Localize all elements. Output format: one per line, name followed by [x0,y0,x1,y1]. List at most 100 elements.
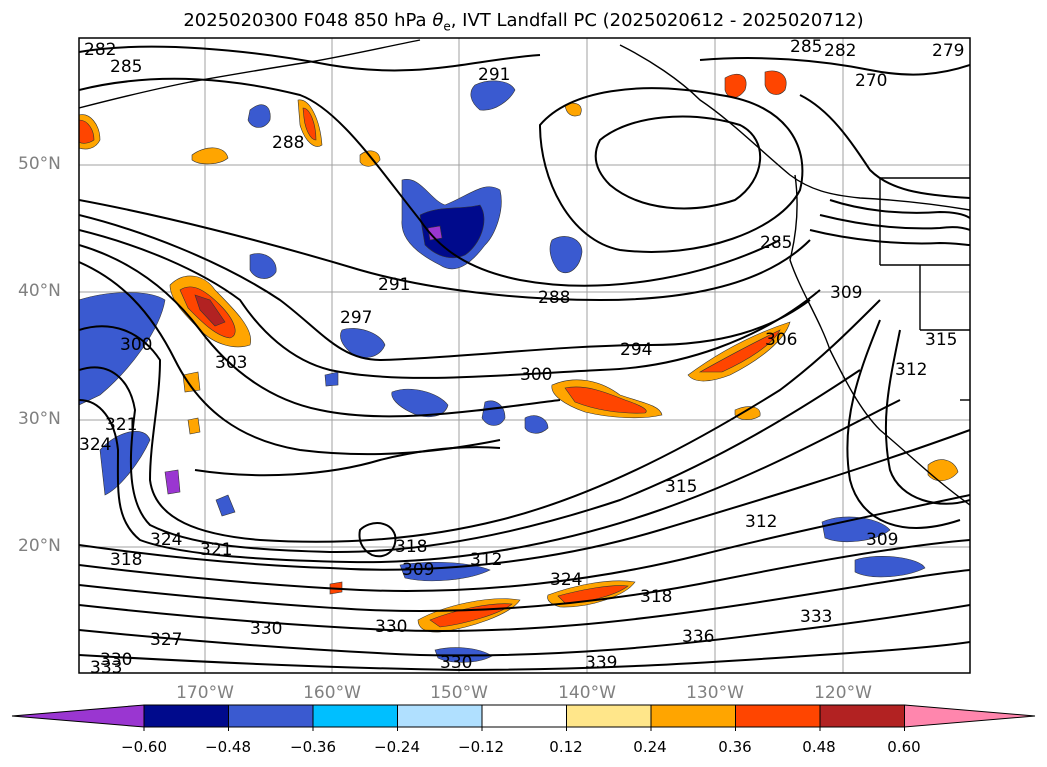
contour-label: 324 [550,570,582,590]
colorbar-tick-label: −0.12 [458,738,504,756]
pos-blob-n5 [764,70,787,95]
neg-blob-small2 [324,371,339,387]
contour-label: 324 [150,530,182,550]
lat-label-20n: 20°N [18,536,61,556]
colorbar-segment [735,704,821,728]
pos-blob-ar-west-peak [194,294,226,327]
contour-label: 330 [100,650,132,670]
colorbar-tick-label: −0.36 [290,738,336,756]
contour-label: 288 [538,288,570,308]
contour-label: 324 [79,435,111,455]
lat-label-40n: 40°N [18,281,61,301]
lat-label-50n: 50°N [18,154,61,174]
neg-blob-w2 [79,292,166,406]
colorbar-tick-label: 0.60 [887,738,921,756]
contour-label: 282 [84,40,116,60]
colorbar-segment [228,704,314,728]
contour-label: 270 [855,71,887,91]
contour-label: 321 [105,415,137,435]
neg-blob-se2 [854,555,926,578]
pos-blob-n6 [564,102,582,117]
neg-blob-east [549,236,583,274]
contour-label: 336 [682,627,714,647]
colorbar-tick-label: −0.60 [121,738,167,756]
colorbar-tick-label: −0.48 [205,738,251,756]
lon-label-150w: 150°W [430,683,488,703]
lon-label-170w: 170°W [176,683,234,703]
pos-blob-ar-east-core [698,329,781,373]
neg-blob-small1 [215,494,236,517]
colorbar-segment [481,704,567,728]
contour-label: 327 [150,630,182,650]
colorbar-segment [566,704,652,728]
colorbar-segment [650,704,736,728]
contour-label: 318 [640,587,672,607]
neg-blob-mid3 [481,400,506,426]
lat-label-30n: 30°N [18,409,61,429]
theta-e-contours [79,45,970,672]
neg-blob-w4 [164,469,181,495]
contour-label: 303 [215,353,247,373]
pos-blob-n2 [191,147,229,165]
pos-blob-ar-mid-core [564,386,647,414]
colorbar-tick-label: −0.24 [374,738,420,756]
contour-label: 309 [402,560,434,580]
map-frame [78,37,971,674]
neg-blob-n2 [247,104,271,128]
contour-label: 309 [866,530,898,550]
contour-label: 282 [824,41,856,61]
pos-blob-small2 [187,417,201,435]
negative-shading [79,80,926,663]
contour-label: 312 [745,512,777,532]
colorbar-extend-right [904,704,1036,728]
contour-label: 330 [250,619,282,639]
colorbar-extend-left [11,704,145,728]
contour-label: 312 [895,360,927,380]
contour-label: 285 [790,37,822,57]
chart-title: 2025020300 F048 850 hPa θe, IVT Landfall… [183,10,864,34]
neg-blob-mid2 [391,389,449,418]
colorbar-tick-label: 0.12 [549,738,583,756]
pos-blob-nw-core [79,119,95,144]
lon-label-160w: 160°W [303,683,361,703]
contour-label: 291 [378,275,410,295]
contour-label: 318 [395,537,427,557]
contour-label: 315 [925,330,957,350]
neg-blob-north [470,80,516,111]
contour-label: 330 [440,653,472,673]
pos-blob-n4 [724,74,747,98]
neg-blob-gulf-core [419,204,485,259]
contour-label: 330 [375,617,407,637]
neg-blob-gulf-peak [427,225,443,241]
pos-blob-e2 [734,406,761,420]
colorbar-segment [312,704,398,728]
lon-label-120w: 120°W [814,683,872,703]
lon-label-130w: 130°W [686,683,744,703]
contour-label: 294 [620,340,652,360]
neg-blob-mid4 [524,415,549,434]
theta-symbol: θ [432,10,444,31]
gridlines [79,38,970,673]
contour-label: 306 [765,330,797,350]
neg-blob-mid1 [340,328,386,358]
contour-label: 309 [830,283,862,303]
colorbar-segment [143,704,229,728]
colorbar-segment [819,704,905,728]
pos-blob-e1 [927,459,959,481]
contour-label: 300 [120,335,152,355]
contour-labels: 282 285 288 291 285 282 279 270 288 285 … [79,37,964,678]
contour-label: 288 [272,133,304,153]
contour-label: 291 [478,65,510,85]
contour-label: 333 [90,658,122,678]
coastline [79,39,970,506]
contour-label: 333 [800,607,832,627]
positive-shading [79,70,959,633]
contour-label: 279 [932,41,964,61]
colorbar-segment [397,704,483,728]
contour-label: 315 [665,477,697,497]
pos-blob-n1-core [302,107,317,141]
contour-label: 300 [520,365,552,385]
neg-blob-w1 [249,253,277,279]
contour-label: 339 [585,653,617,673]
